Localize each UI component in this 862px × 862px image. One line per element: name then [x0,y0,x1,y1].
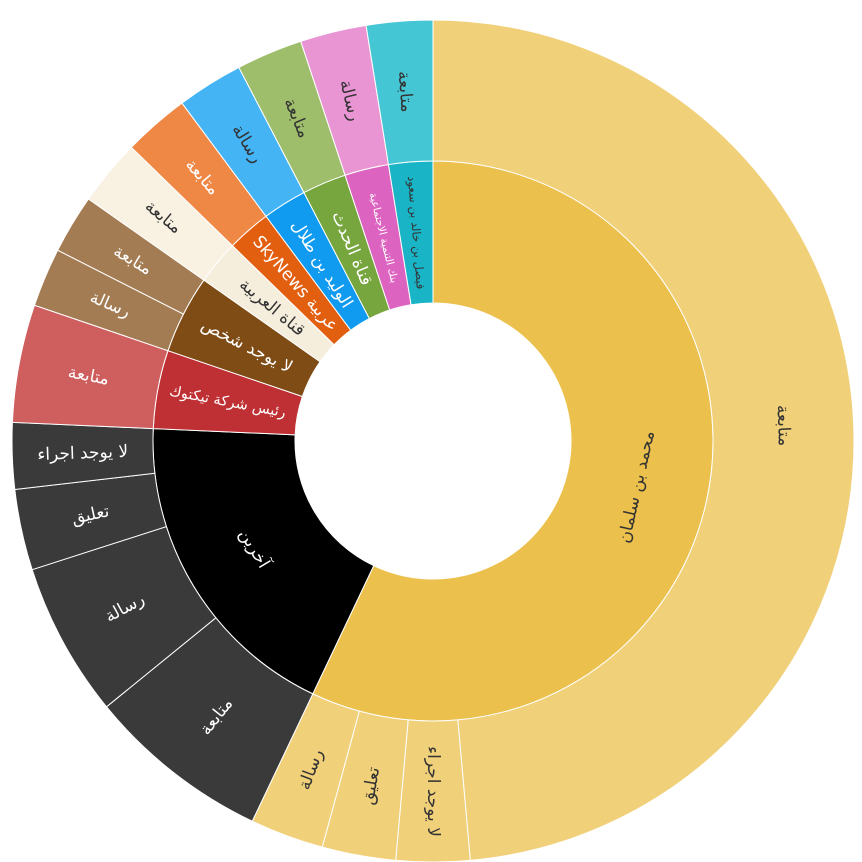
outer-segment-0-0[interactable] [432,19,855,861]
outer-label-0-1: لا يوجد اجراء [423,746,443,837]
outer-label-9-0: متابعة [393,70,416,113]
outer-label-1-3: لا يوجد اجراء [37,442,128,465]
outer-segment-9-0[interactable] [365,19,434,166]
segments-layer [11,19,855,862]
outer-label-0-0: متابعة [772,404,794,446]
